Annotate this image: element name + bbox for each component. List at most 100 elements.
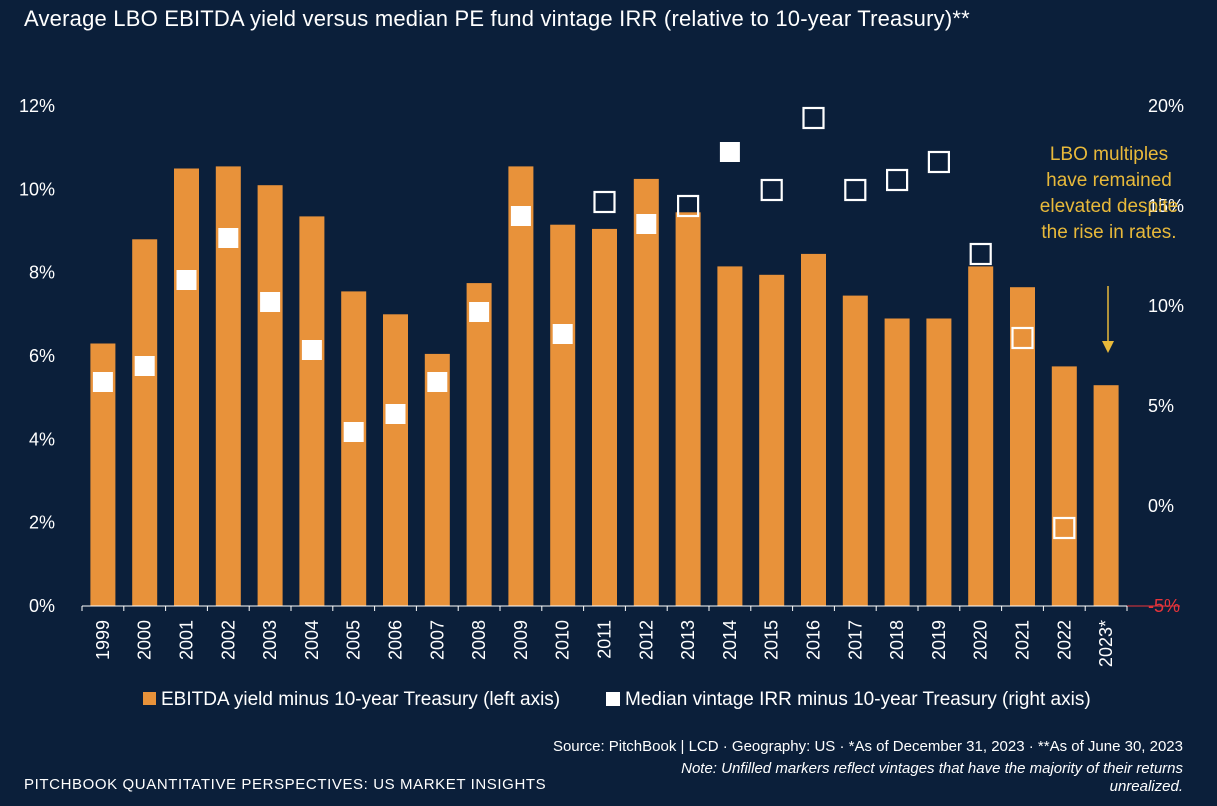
- note-text: Note: Unfilled markers reflect vintages …: [681, 760, 1183, 795]
- bar-2012: [633, 178, 659, 606]
- left-axis-tick-label: 4%: [29, 429, 55, 449]
- source-text: Source: PitchBook | LCD · Geography: US …: [552, 738, 1183, 755]
- marker-2014: [719, 142, 740, 162]
- x-tick-label: 2015: [762, 620, 782, 660]
- x-tick-label: 2022: [1054, 620, 1074, 660]
- marker-2000: [134, 356, 155, 376]
- chart-title: Average LBO EBITDA yield versus median P…: [24, 6, 970, 31]
- annotation-text: LBO multiples have remained elevated des…: [1039, 144, 1179, 243]
- bar-2014: [717, 266, 743, 606]
- x-tick-label: 2006: [386, 620, 406, 660]
- marker-2001: [176, 270, 197, 290]
- legend-marker-swatch: [606, 692, 620, 706]
- bar-2008: [466, 283, 492, 606]
- bar-2013: [675, 212, 701, 607]
- bar-2022: [1051, 366, 1077, 606]
- marker-2005: [343, 422, 364, 442]
- legend-bar-label: EBITDA yield minus 10-year Treasury (lef…: [161, 689, 560, 710]
- bar-2000: [132, 239, 158, 607]
- legend: EBITDA yield minus 10-year Treasury (lef…: [143, 689, 1091, 710]
- x-tick-label: 2005: [344, 620, 364, 660]
- x-tick-label: 2002: [218, 620, 238, 660]
- marker-2022: [1053, 516, 1076, 540]
- bar-2003: [257, 185, 283, 606]
- x-tick-label: 2016: [804, 620, 824, 660]
- marker-2011: [593, 190, 616, 214]
- marker-2016: [802, 106, 825, 130]
- footer-text: PITCHBOOK QUANTITATIVE PERSPECTIVES: US …: [24, 776, 547, 793]
- bar-2021: [1010, 287, 1035, 606]
- marker-2015: [760, 178, 783, 202]
- x-tick-label: 2011: [595, 620, 615, 659]
- x-tick-label: 2019: [929, 620, 949, 660]
- bar-2011: [592, 228, 617, 606]
- bar-2015: [759, 274, 785, 607]
- marker-2020: [969, 242, 992, 266]
- marker-1999: [92, 372, 113, 392]
- bar-2007: [424, 353, 450, 606]
- bar-2004: [299, 216, 325, 606]
- bar-2001: [174, 168, 199, 606]
- annotation-arrow-head: [1102, 341, 1114, 353]
- annotation-arrow: [1102, 286, 1114, 353]
- marker-2021: [1011, 326, 1034, 350]
- bar-2020: [968, 266, 994, 606]
- left-axis-tick-label: 0%: [29, 596, 55, 616]
- x-tick-label: 2003: [260, 620, 280, 660]
- marker-2009: [510, 206, 531, 226]
- x-tick-label: 2007: [427, 620, 447, 660]
- bar-2005: [341, 291, 367, 606]
- left-axis-tick-label: 8%: [29, 263, 55, 283]
- bar-2018: [884, 318, 910, 606]
- x-tick-label: 2009: [511, 620, 531, 660]
- marker-2004: [301, 340, 322, 360]
- bar-2010: [550, 224, 576, 606]
- axes-layer: [81, 605, 1180, 611]
- left-axis-tick-label: 10%: [19, 179, 55, 199]
- right-axis-tick-label: 5%: [1148, 396, 1174, 416]
- x-tick-label: 2014: [720, 620, 740, 660]
- bar-2009: [508, 166, 534, 606]
- right-axis-tick-label: -5%: [1148, 596, 1180, 616]
- marker-2010: [552, 324, 573, 344]
- legend-bar-swatch: [143, 692, 156, 705]
- left-axis-tick-label: 12%: [19, 96, 55, 116]
- bar-2023*: [1093, 385, 1119, 606]
- marker-2006: [385, 404, 406, 424]
- bar-2019: [926, 318, 952, 606]
- marker-2002: [218, 228, 239, 248]
- labels-layer: 0% 2% 4% 6% 8% 10% 12% -5% 0% 5% 10% 15% 20% 1999 2000…: [19, 96, 1184, 667]
- marker-2019: [927, 150, 951, 174]
- x-tick-label: 2021: [1013, 620, 1033, 660]
- left-axis-tick-label: 2%: [29, 513, 55, 533]
- x-tick-label: 2020: [971, 620, 991, 660]
- marker-2018: [885, 168, 909, 192]
- right-axis-tick-label: 10%: [1148, 296, 1184, 316]
- left-axis-tick-label: 6%: [29, 346, 55, 366]
- right-axis-tick-label: 20%: [1148, 96, 1184, 116]
- right-axis-tick-label: 15%: [1148, 196, 1184, 216]
- markers-layer: [92, 106, 1076, 540]
- x-tick-label: 2000: [135, 620, 155, 660]
- bar-2016: [801, 253, 826, 606]
- marker-2013: [676, 194, 700, 218]
- marker-2012: [636, 214, 657, 234]
- marker-2017: [844, 178, 867, 202]
- bar-2006: [383, 314, 408, 606]
- x-tick-label: 2012: [636, 620, 656, 660]
- marker-2007: [427, 372, 448, 392]
- legend-marker-label: Median vintage IRR minus 10-year Treasur…: [625, 689, 1091, 710]
- x-tick-label: 2008: [469, 620, 489, 660]
- x-tick-label: 2004: [302, 620, 322, 660]
- x-tick-label: 2017: [845, 620, 865, 660]
- x-tick-label: 2018: [887, 620, 907, 660]
- x-tick-label: 1999: [93, 620, 113, 660]
- x-tick-label: 2010: [553, 620, 573, 660]
- x-tick-label: 2001: [177, 620, 197, 660]
- right-axis-tick-label: 0%: [1148, 496, 1174, 516]
- bar-2017: [842, 295, 868, 606]
- marker-2003: [260, 292, 281, 312]
- x-tick-label: 2013: [678, 620, 698, 660]
- marker-2008: [469, 302, 490, 322]
